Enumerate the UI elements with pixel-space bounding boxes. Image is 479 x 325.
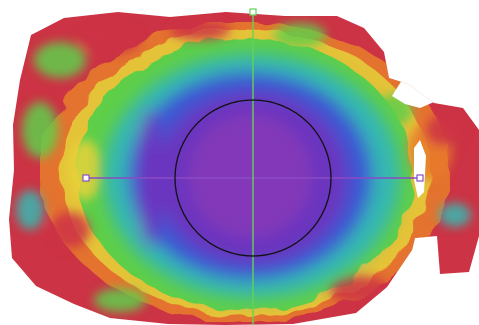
left-axis-handle[interactable] — [82, 174, 90, 182]
right-axis-handle[interactable] — [416, 174, 424, 182]
top-axis-handle[interactable] — [249, 8, 257, 16]
cutout-right — [414, 140, 426, 198]
pupil-circle[interactable] — [174, 99, 332, 257]
central-bands — [104, 54, 400, 298]
cutout-top-right — [392, 80, 434, 108]
